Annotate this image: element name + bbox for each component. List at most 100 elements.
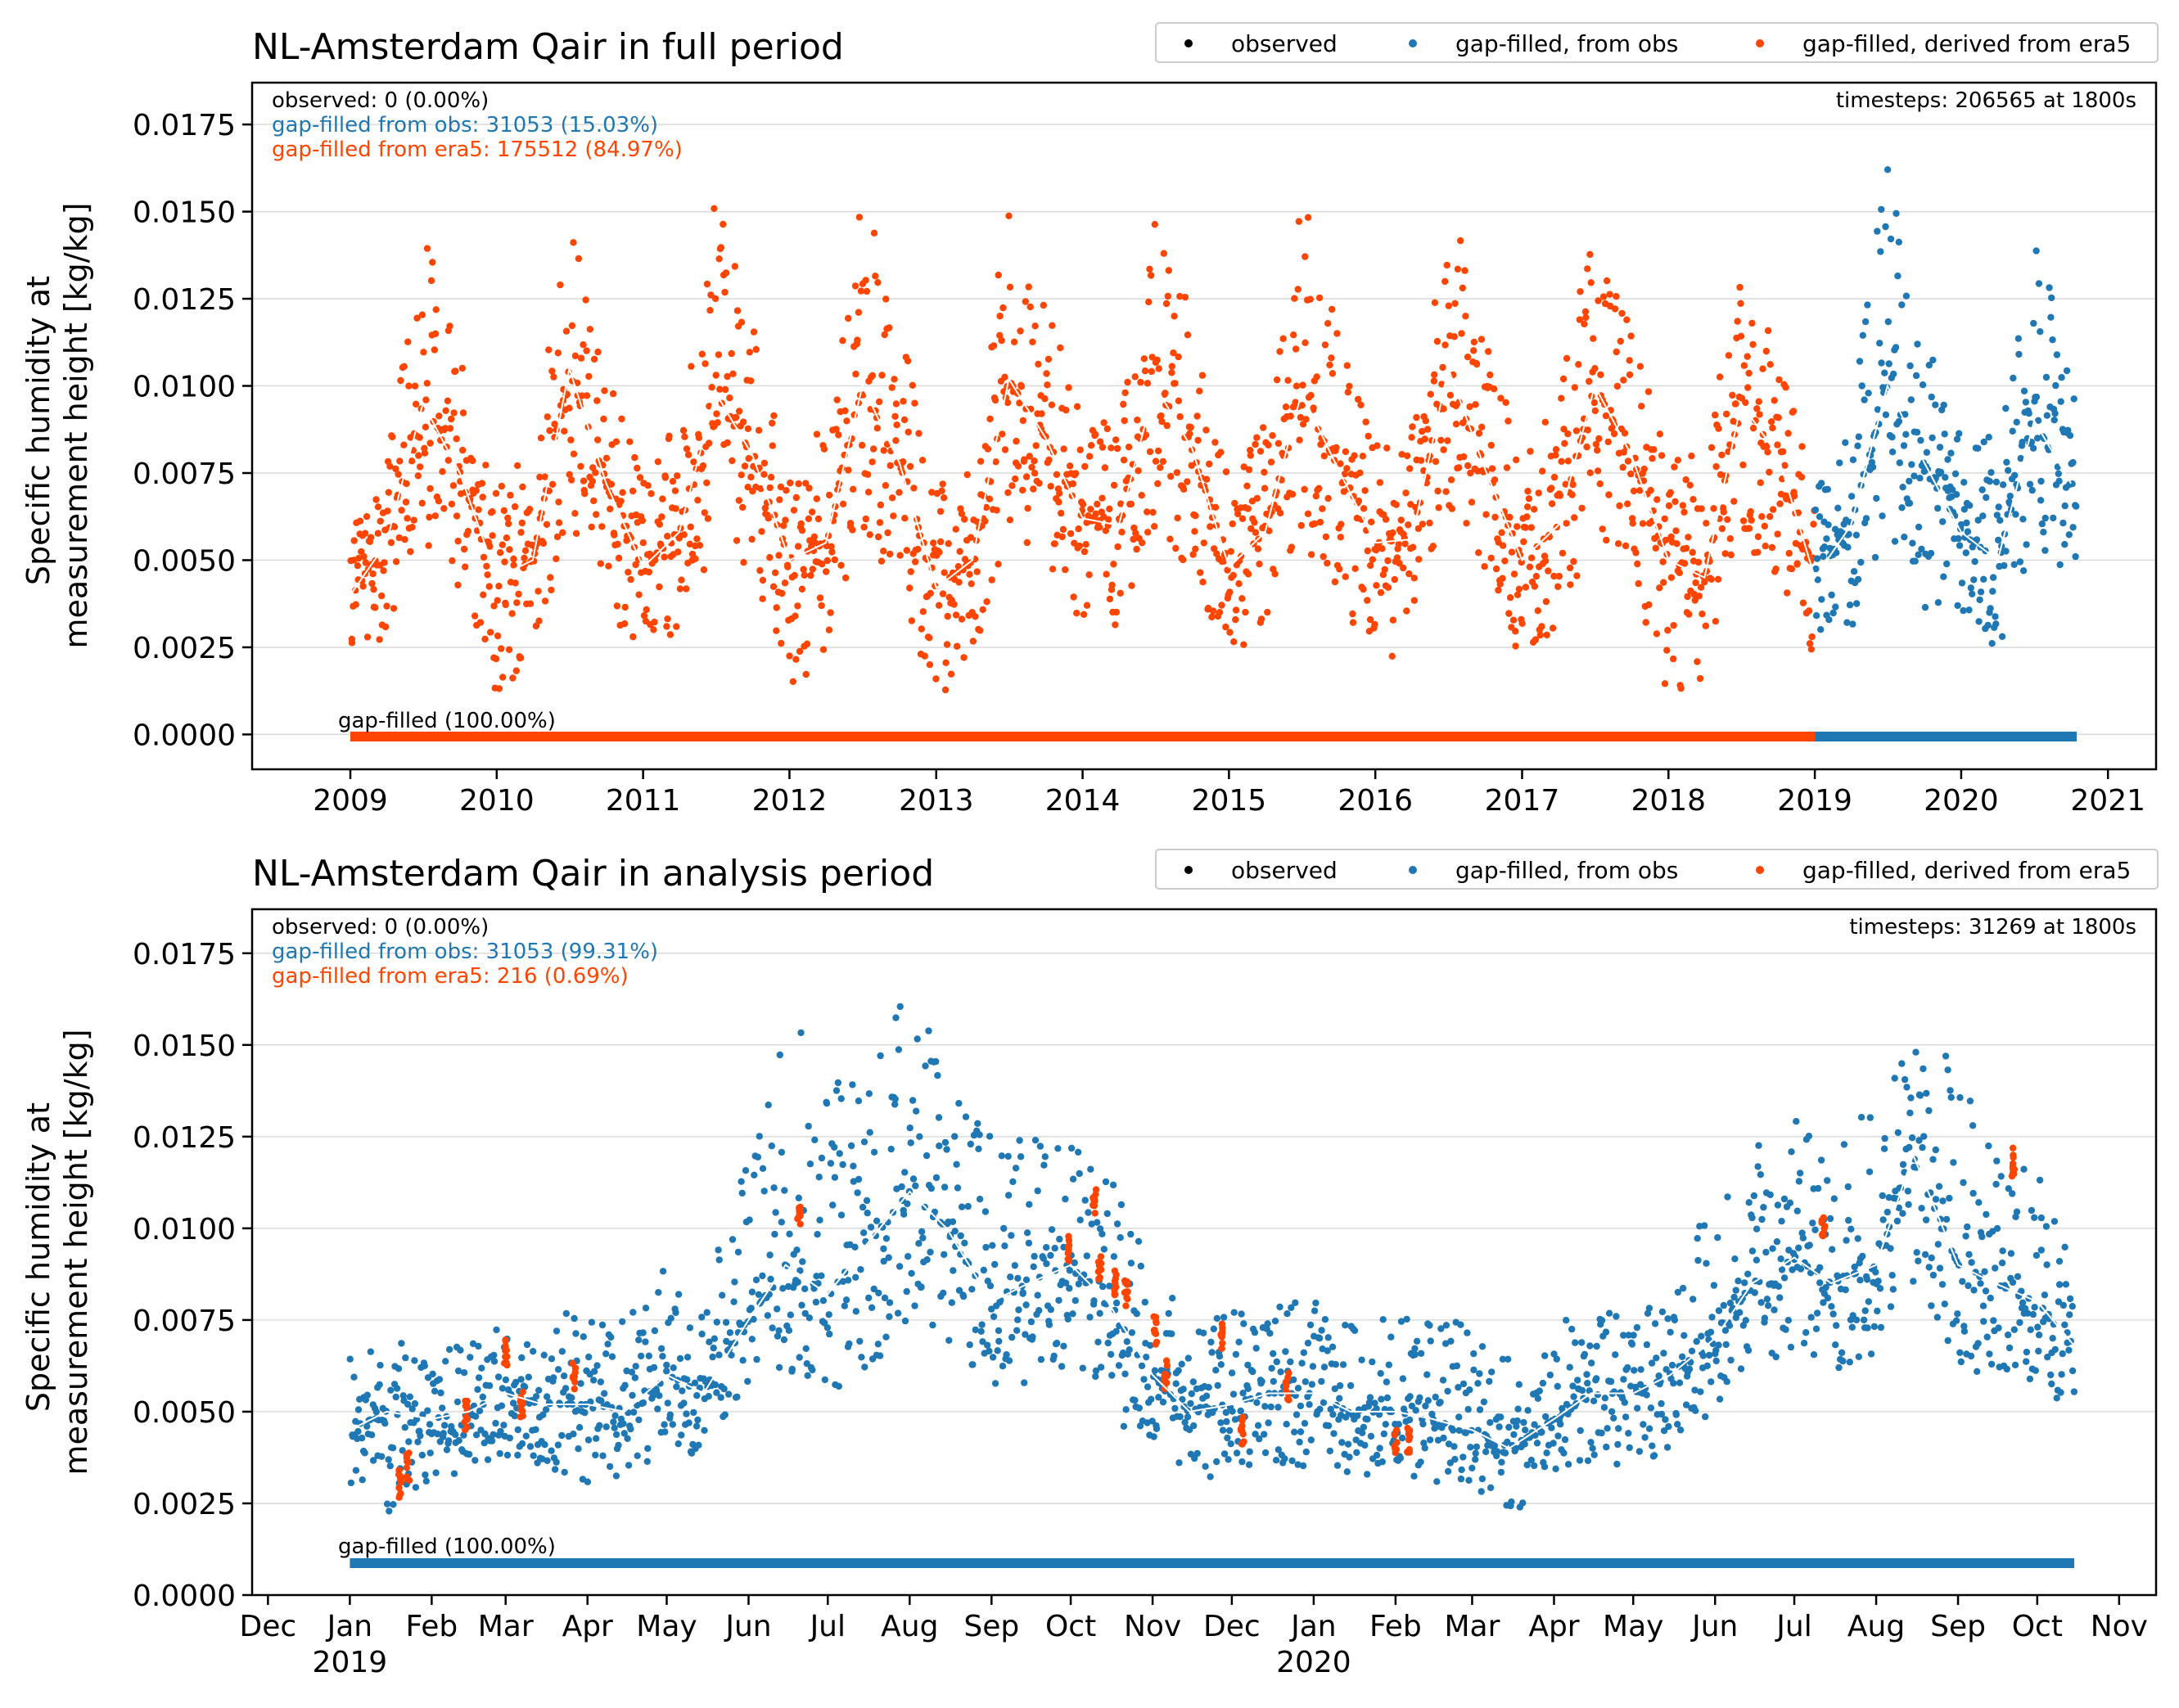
- data-point: [1330, 1430, 1338, 1437]
- data-point: [1343, 465, 1351, 472]
- data-point: [2026, 480, 2034, 488]
- data-point: [1266, 1330, 1274, 1337]
- data-point: [1361, 487, 1369, 494]
- data-point: [635, 1336, 643, 1344]
- data-point: [1281, 1455, 1288, 1462]
- data-point: [585, 372, 593, 381]
- data-point: [790, 507, 798, 514]
- data-point: [530, 1348, 537, 1355]
- data-point: [629, 487, 637, 495]
- data-point: [478, 480, 486, 487]
- data-point: [1065, 384, 1072, 391]
- data-point: [462, 563, 469, 570]
- data-point: [1874, 1307, 1881, 1315]
- data-point: [1943, 560, 1951, 568]
- data-point: [602, 454, 611, 462]
- data-point: [695, 1441, 702, 1449]
- data-point: [1133, 1310, 1141, 1318]
- data-point: [2019, 567, 2028, 575]
- data-point: [548, 367, 556, 375]
- data-point: [1168, 1330, 1175, 1338]
- data-point: [1151, 221, 1159, 228]
- data-point: [1584, 1379, 1591, 1387]
- data-point: [1368, 518, 1375, 525]
- data-point: [1840, 1141, 1848, 1148]
- data-point: [519, 1388, 526, 1396]
- data-point: [1773, 1238, 1781, 1246]
- x-tick-label: Feb: [1369, 1610, 1422, 1643]
- data-point: [1524, 488, 1532, 495]
- data-point: [781, 579, 789, 587]
- data-point: [948, 1299, 956, 1306]
- data-point: [1457, 237, 1464, 245]
- data-point: [825, 1311, 832, 1318]
- data-point: [1722, 1341, 1730, 1349]
- data-point: [1859, 331, 1866, 339]
- data-point: [776, 1051, 783, 1059]
- data-point: [453, 512, 461, 520]
- data-point: [1604, 1425, 1611, 1432]
- data-point: [1202, 426, 1210, 434]
- data-point: [1753, 1256, 1761, 1264]
- data-point: [806, 1160, 814, 1168]
- data-point: [663, 1368, 670, 1375]
- data-point: [955, 579, 963, 586]
- data-point: [845, 314, 852, 322]
- data-point: [1612, 1351, 1619, 1359]
- data-point: [503, 1451, 512, 1459]
- data-point: [1531, 1421, 1538, 1428]
- data-point: [1754, 1163, 1762, 1170]
- data-point: [1901, 1075, 1909, 1084]
- data-point: [1023, 1229, 1031, 1237]
- data-point: [1613, 1313, 1620, 1320]
- data-point: [1510, 570, 1518, 578]
- data-point: [1230, 1309, 1238, 1316]
- data-point: [1497, 1413, 1505, 1421]
- data-point: [865, 1294, 873, 1302]
- data-point: [402, 1354, 409, 1362]
- data-point: [1378, 545, 1386, 552]
- data-point: [1120, 400, 1127, 408]
- data-point: [909, 1097, 917, 1104]
- data-point: [1721, 1327, 1730, 1334]
- data-point: [1790, 492, 1798, 500]
- data-point: [567, 476, 575, 484]
- data-point: [1476, 1406, 1484, 1413]
- data-point: [1329, 1343, 1337, 1351]
- data-point: [643, 606, 650, 614]
- data-point: [1431, 371, 1438, 378]
- data-point: [809, 508, 816, 516]
- data-point: [1277, 1368, 1284, 1376]
- data-point: [1590, 399, 1599, 407]
- data-point: [1898, 1060, 1906, 1067]
- data-point: [870, 1148, 878, 1156]
- data-point: [843, 417, 850, 425]
- data-point: [404, 1400, 412, 1408]
- data-point: [1652, 544, 1659, 552]
- data-point: [1712, 462, 1720, 471]
- data-point: [381, 1420, 389, 1427]
- data-point: [638, 516, 646, 525]
- data-point: [1043, 1260, 1050, 1268]
- data-point: [1645, 1305, 1653, 1312]
- data-point: [1888, 433, 1896, 441]
- data-point: [1426, 519, 1433, 527]
- data-point: [1523, 503, 1532, 511]
- data-point: [1851, 1263, 1858, 1271]
- data-point: [1121, 1370, 1129, 1378]
- data-point: [1118, 529, 1126, 536]
- data-point: [863, 287, 871, 295]
- data-point: [1702, 622, 1709, 629]
- data-point: [2010, 1165, 2017, 1173]
- data-point: [1099, 1282, 1107, 1291]
- data-point: [678, 1431, 685, 1439]
- data-point: [1914, 340, 1921, 348]
- data-point: [598, 1321, 607, 1329]
- data-point: [1442, 488, 1450, 495]
- data-point: [354, 562, 362, 570]
- data-point: [684, 451, 692, 458]
- data-point: [554, 1366, 562, 1373]
- data-point: [1854, 1235, 1861, 1242]
- data-point: [915, 1240, 923, 1247]
- data-point: [1919, 381, 1927, 389]
